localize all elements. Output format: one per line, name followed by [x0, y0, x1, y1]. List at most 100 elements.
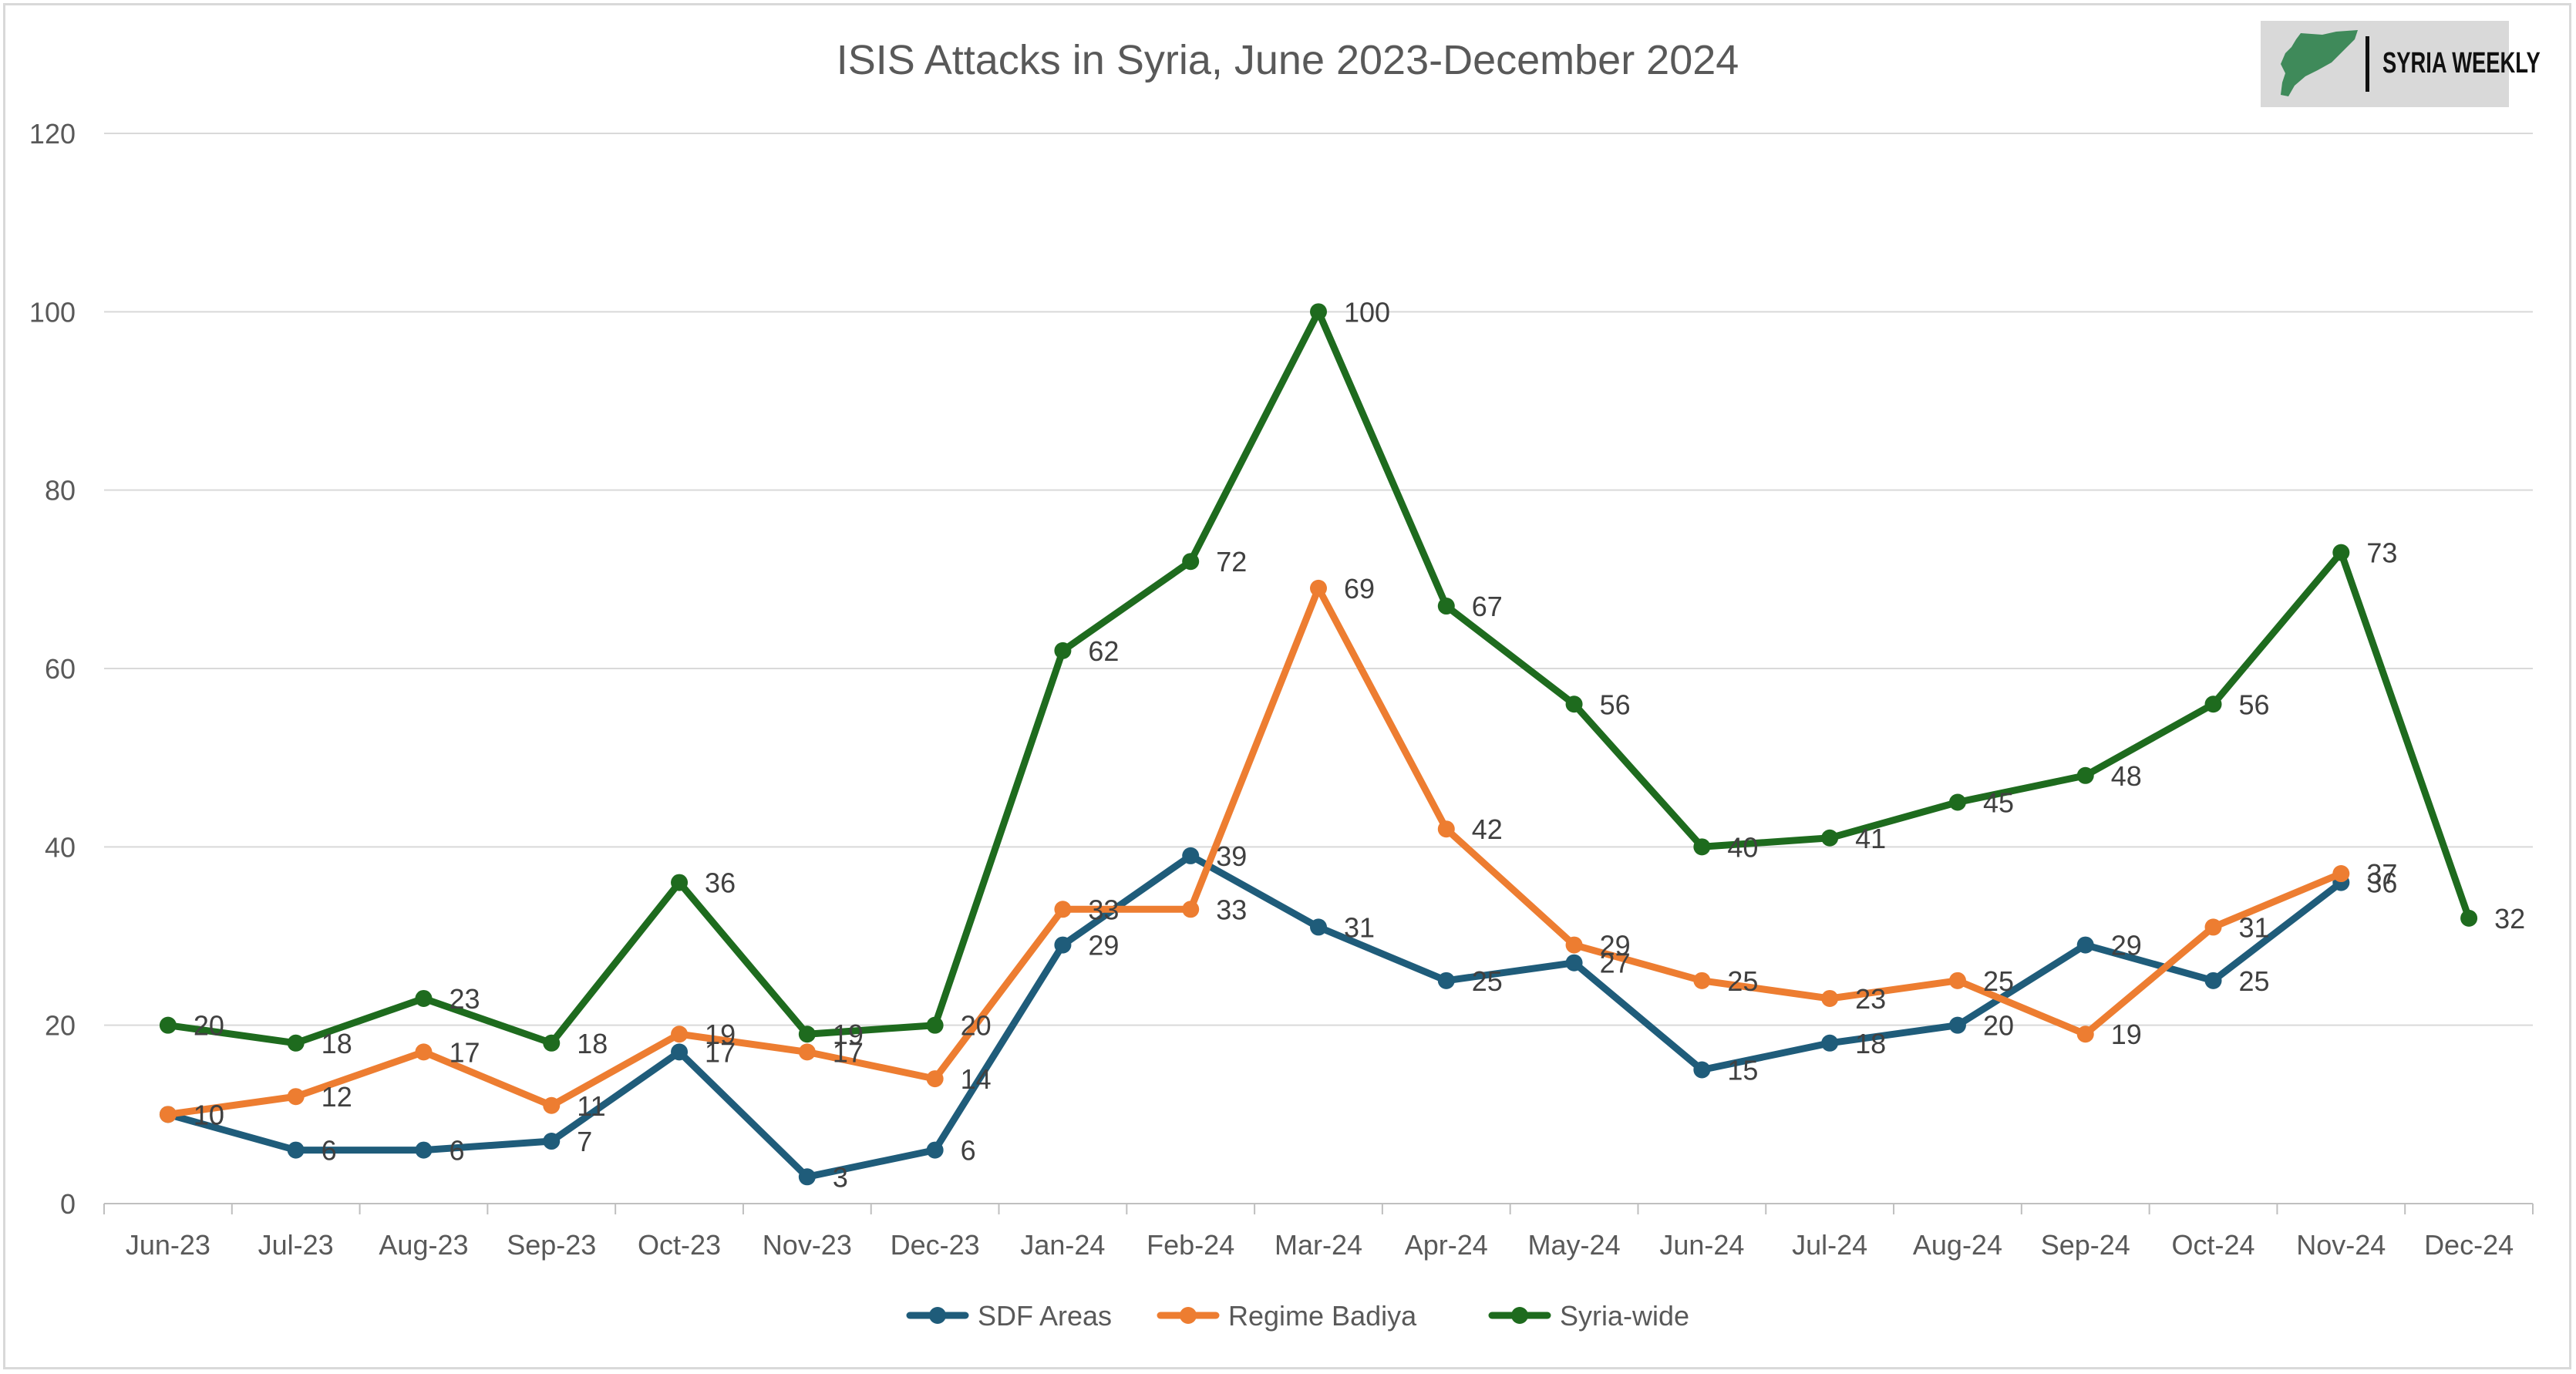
data-label: 18	[1855, 1028, 1886, 1059]
x-tick-label: Apr-24	[1405, 1229, 1488, 1261]
y-tick-label: 100	[29, 296, 76, 328]
data-label: 36	[2366, 867, 2397, 899]
x-tick-label: Jul-23	[258, 1229, 334, 1261]
data-point	[926, 1016, 944, 1034]
data-point	[1182, 847, 1200, 864]
data-label: 10	[194, 1099, 224, 1130]
data-label: 29	[1600, 930, 1631, 961]
x-tick-label: Oct-24	[2172, 1229, 2255, 1261]
data-label: 67	[1472, 591, 1503, 622]
x-tick-label: Jun-24	[1659, 1229, 1744, 1261]
data-label: 27	[1600, 948, 1631, 979]
x-tick-label: Aug-24	[1913, 1229, 2002, 1261]
data-point	[2204, 695, 2222, 713]
data-label: 72	[1216, 546, 1247, 578]
data-label: 62	[1088, 635, 1119, 667]
data-point	[159, 1106, 177, 1123]
data-point	[159, 1016, 177, 1034]
data-label: 39	[1216, 840, 1247, 872]
x-tick-label: Nov-24	[2296, 1229, 2386, 1261]
data-label: 10	[194, 1099, 224, 1130]
data-point	[798, 1168, 816, 1186]
x-axis-ticks: Jun-23 Jul-23 Aug-23 Sep-23 Oct-23 Nov-23 Dec-…	[103, 1203, 2534, 1261]
data-label: 29	[2111, 930, 2142, 961]
y-axis-ticks: 0 20 40 60 80 100 120	[29, 118, 76, 1220]
legend: SDF Areas Regime Badiya Syria-wide	[906, 1300, 1689, 1332]
data-labels: 106 6 717362939312527151820292536101217111…	[194, 296, 2525, 1193]
data-point	[1437, 972, 1455, 989]
data-point	[1182, 553, 1200, 571]
x-tick-label: Jan-24	[1020, 1229, 1105, 1261]
data-label: 33	[1216, 894, 1247, 925]
data-point	[1693, 1061, 1711, 1079]
data-point	[543, 1034, 561, 1052]
data-point	[1310, 303, 1327, 321]
series-lines	[159, 303, 2478, 1186]
data-point	[1310, 579, 1327, 597]
data-label: 41	[1855, 823, 1886, 854]
data-point	[1821, 1034, 1839, 1052]
data-point	[1948, 972, 1966, 989]
data-point	[1437, 598, 1455, 615]
data-point	[1693, 972, 1711, 989]
data-label: 19	[833, 1019, 864, 1050]
data-label: 3	[833, 1161, 848, 1193]
data-point	[1693, 838, 1711, 856]
data-label: 15	[1727, 1055, 1758, 1086]
legend-label: Regime Badiya	[1228, 1300, 1417, 1332]
data-point	[926, 1070, 944, 1088]
data-label: 25	[2239, 965, 2270, 997]
data-point	[287, 1141, 305, 1159]
data-label: 17	[705, 1036, 736, 1068]
data-label: 48	[2111, 760, 2142, 792]
chart-frame	[3, 3, 2571, 1369]
data-label: 33	[1088, 894, 1119, 925]
x-tick-label: Mar-24	[1275, 1229, 1362, 1261]
y-tick-label: 80	[45, 475, 76, 507]
data-label: 31	[2239, 911, 2270, 943]
legend-swatch-marker	[1180, 1307, 1197, 1324]
data-point	[2076, 936, 2094, 954]
data-label: 20	[194, 1010, 224, 1042]
data-point	[671, 1025, 689, 1043]
data-point	[1054, 642, 1072, 659]
syria-weekly-logo: SYRIA WEEKLY	[2261, 21, 2541, 107]
chart-title: ISIS Attacks in Syria, June 2023-Decembe…	[837, 37, 1739, 83]
data-label: 37	[2366, 858, 2397, 890]
data-label: 18	[577, 1028, 608, 1059]
data-point	[2204, 972, 2222, 989]
data-label: 17	[833, 1036, 864, 1068]
data-label: 32	[2494, 903, 2525, 935]
data-label: 25	[1983, 965, 2014, 997]
data-point	[1310, 918, 1327, 936]
data-point	[2204, 918, 2222, 936]
data-label: 25	[1727, 965, 1758, 997]
series-line	[164, 852, 2345, 1180]
data-point	[926, 1141, 944, 1159]
data-label: 45	[1983, 787, 2014, 819]
data-label: 29	[1088, 930, 1119, 961]
data-label: 6	[322, 1135, 337, 1167]
x-tick-label: Nov-23	[763, 1229, 852, 1261]
y-tick-label: 120	[29, 118, 76, 150]
data-point	[1437, 820, 1455, 838]
data-label: 11	[577, 1090, 605, 1122]
series-line	[164, 584, 2345, 1118]
data-label: 56	[1600, 689, 1631, 720]
data-label: 31	[1344, 911, 1375, 943]
data-point	[1821, 989, 1839, 1007]
data-label: 7	[577, 1126, 592, 1157]
data-label: 69	[1344, 573, 1375, 604]
data-point	[2076, 766, 2094, 784]
data-point	[1565, 936, 1583, 954]
data-point	[2332, 544, 2350, 561]
x-tick-label: Dec-24	[2424, 1229, 2514, 1261]
x-tick-label: May-24	[1528, 1229, 1621, 1261]
series-sdf-areas	[159, 847, 2350, 1186]
data-label: 17	[449, 1036, 480, 1068]
data-label: 36	[705, 867, 736, 899]
data-point	[287, 1034, 305, 1052]
data-label: 20	[1983, 1010, 2014, 1042]
data-label: 25	[1472, 965, 1503, 997]
